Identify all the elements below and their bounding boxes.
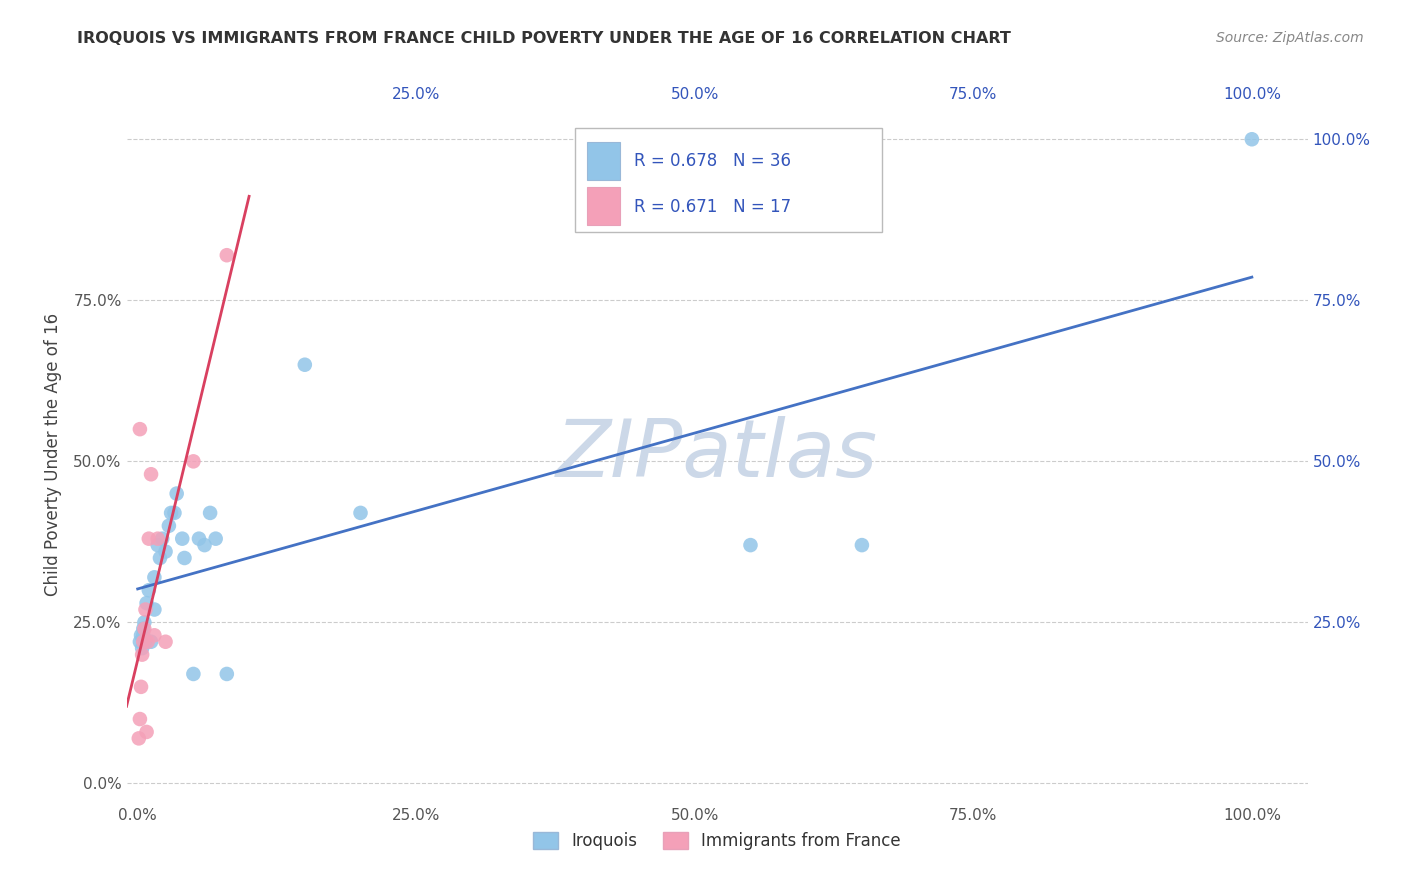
FancyBboxPatch shape xyxy=(588,142,620,180)
Point xyxy=(129,422,152,436)
Point xyxy=(294,358,316,372)
Point xyxy=(851,538,873,552)
Point xyxy=(215,248,238,262)
Point xyxy=(157,518,180,533)
Point xyxy=(146,538,169,552)
Point xyxy=(215,667,238,681)
Point xyxy=(166,486,188,500)
Point xyxy=(183,667,205,681)
Point xyxy=(740,538,762,552)
Point xyxy=(129,634,152,648)
Point xyxy=(149,551,172,566)
Point xyxy=(132,622,155,636)
Point xyxy=(134,602,156,616)
Point xyxy=(135,725,157,739)
Point xyxy=(155,544,177,558)
Point xyxy=(1240,132,1263,146)
Point xyxy=(146,532,169,546)
Point xyxy=(188,532,211,546)
Text: IROQUOIS VS IMMIGRANTS FROM FRANCE CHILD POVERTY UNDER THE AGE OF 16 CORRELATION: IROQUOIS VS IMMIGRANTS FROM FRANCE CHILD… xyxy=(77,31,1011,46)
Point xyxy=(183,454,205,468)
Point xyxy=(143,602,166,616)
Point xyxy=(349,506,371,520)
Point xyxy=(134,615,156,630)
Point xyxy=(136,634,159,648)
FancyBboxPatch shape xyxy=(588,187,620,226)
Point xyxy=(128,731,150,746)
Point xyxy=(173,551,195,566)
Point xyxy=(129,628,152,642)
Point xyxy=(163,506,186,520)
Point xyxy=(198,506,221,520)
Point xyxy=(132,628,155,642)
Point xyxy=(138,583,160,598)
FancyBboxPatch shape xyxy=(575,128,883,232)
Point xyxy=(131,641,153,656)
Point xyxy=(150,532,173,546)
Point xyxy=(172,532,194,546)
Legend: Iroquois, Immigrants from France: Iroquois, Immigrants from France xyxy=(527,826,907,857)
Point xyxy=(129,680,152,694)
Text: ZIPatlas: ZIPatlas xyxy=(555,416,879,494)
Point xyxy=(138,532,160,546)
Text: Source: ZipAtlas.com: Source: ZipAtlas.com xyxy=(1216,31,1364,45)
Point xyxy=(139,634,162,648)
Point xyxy=(143,570,166,584)
Text: R = 0.678   N = 36: R = 0.678 N = 36 xyxy=(634,153,792,170)
Point xyxy=(131,648,153,662)
Text: R = 0.671   N = 17: R = 0.671 N = 17 xyxy=(634,197,792,216)
Point xyxy=(132,634,155,648)
Point xyxy=(160,506,183,520)
Y-axis label: Child Poverty Under the Age of 16: Child Poverty Under the Age of 16 xyxy=(44,313,62,597)
Point xyxy=(193,538,215,552)
Point xyxy=(135,596,157,610)
Point xyxy=(143,628,166,642)
Point xyxy=(129,712,152,726)
Point xyxy=(139,467,162,482)
Point xyxy=(204,532,226,546)
Point xyxy=(155,634,177,648)
Point xyxy=(134,634,156,648)
Point xyxy=(134,622,156,636)
